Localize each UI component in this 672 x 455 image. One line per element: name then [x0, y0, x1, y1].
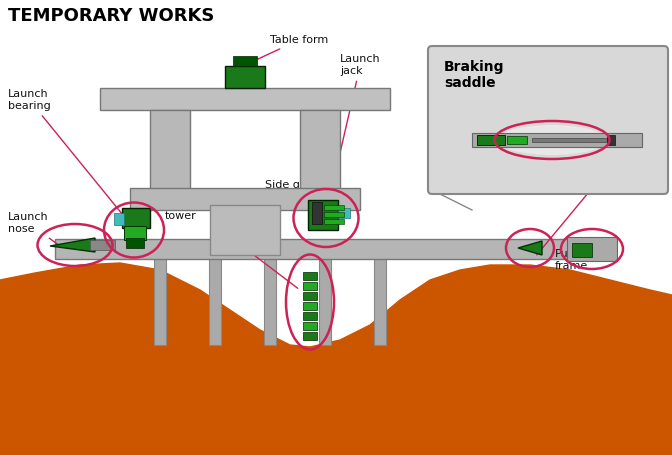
Text: Pulling
frame: Pulling frame [555, 249, 592, 271]
FancyBboxPatch shape [150, 110, 190, 190]
FancyBboxPatch shape [303, 312, 317, 320]
FancyBboxPatch shape [338, 208, 350, 218]
FancyBboxPatch shape [209, 257, 221, 345]
Text: Temporary
tower: Temporary tower [165, 199, 298, 288]
FancyBboxPatch shape [324, 205, 344, 210]
FancyBboxPatch shape [122, 208, 150, 228]
FancyBboxPatch shape [472, 133, 642, 147]
Polygon shape [0, 263, 310, 455]
FancyBboxPatch shape [210, 205, 280, 255]
FancyBboxPatch shape [225, 66, 265, 88]
FancyBboxPatch shape [300, 110, 340, 190]
FancyBboxPatch shape [124, 226, 146, 240]
FancyBboxPatch shape [567, 237, 617, 261]
FancyBboxPatch shape [303, 322, 317, 330]
Text: Casting
bed: Casting bed [537, 164, 624, 255]
FancyBboxPatch shape [428, 46, 668, 194]
FancyBboxPatch shape [572, 243, 592, 257]
FancyBboxPatch shape [532, 138, 607, 142]
Text: Braking
saddle: Braking saddle [444, 60, 505, 90]
FancyBboxPatch shape [308, 200, 338, 230]
FancyBboxPatch shape [130, 188, 360, 210]
Text: Launch
nose: Launch nose [8, 212, 58, 244]
Polygon shape [310, 265, 672, 455]
FancyBboxPatch shape [264, 257, 276, 345]
Text: Launch
jack: Launch jack [329, 54, 380, 202]
FancyBboxPatch shape [303, 272, 317, 280]
FancyBboxPatch shape [154, 257, 166, 345]
FancyBboxPatch shape [324, 219, 344, 224]
FancyBboxPatch shape [324, 212, 344, 217]
FancyBboxPatch shape [312, 202, 322, 224]
FancyBboxPatch shape [303, 292, 317, 300]
Ellipse shape [497, 125, 607, 155]
FancyBboxPatch shape [303, 332, 317, 340]
FancyBboxPatch shape [303, 302, 317, 310]
Text: TEMPORARY WORKS: TEMPORARY WORKS [8, 7, 214, 25]
FancyBboxPatch shape [55, 239, 585, 259]
FancyBboxPatch shape [100, 88, 390, 110]
FancyBboxPatch shape [90, 240, 115, 250]
Text: Table form: Table form [247, 35, 328, 64]
Text: Launch
bearing: Launch bearing [8, 89, 125, 218]
FancyBboxPatch shape [477, 135, 505, 145]
Polygon shape [50, 238, 95, 252]
FancyBboxPatch shape [114, 213, 124, 225]
FancyBboxPatch shape [233, 56, 257, 66]
Polygon shape [518, 241, 542, 255]
FancyBboxPatch shape [607, 135, 615, 145]
FancyBboxPatch shape [303, 282, 317, 290]
FancyBboxPatch shape [319, 257, 331, 345]
FancyBboxPatch shape [126, 238, 144, 248]
Text: Side guide: Side guide [265, 180, 336, 226]
FancyBboxPatch shape [507, 136, 527, 144]
FancyBboxPatch shape [374, 257, 386, 345]
